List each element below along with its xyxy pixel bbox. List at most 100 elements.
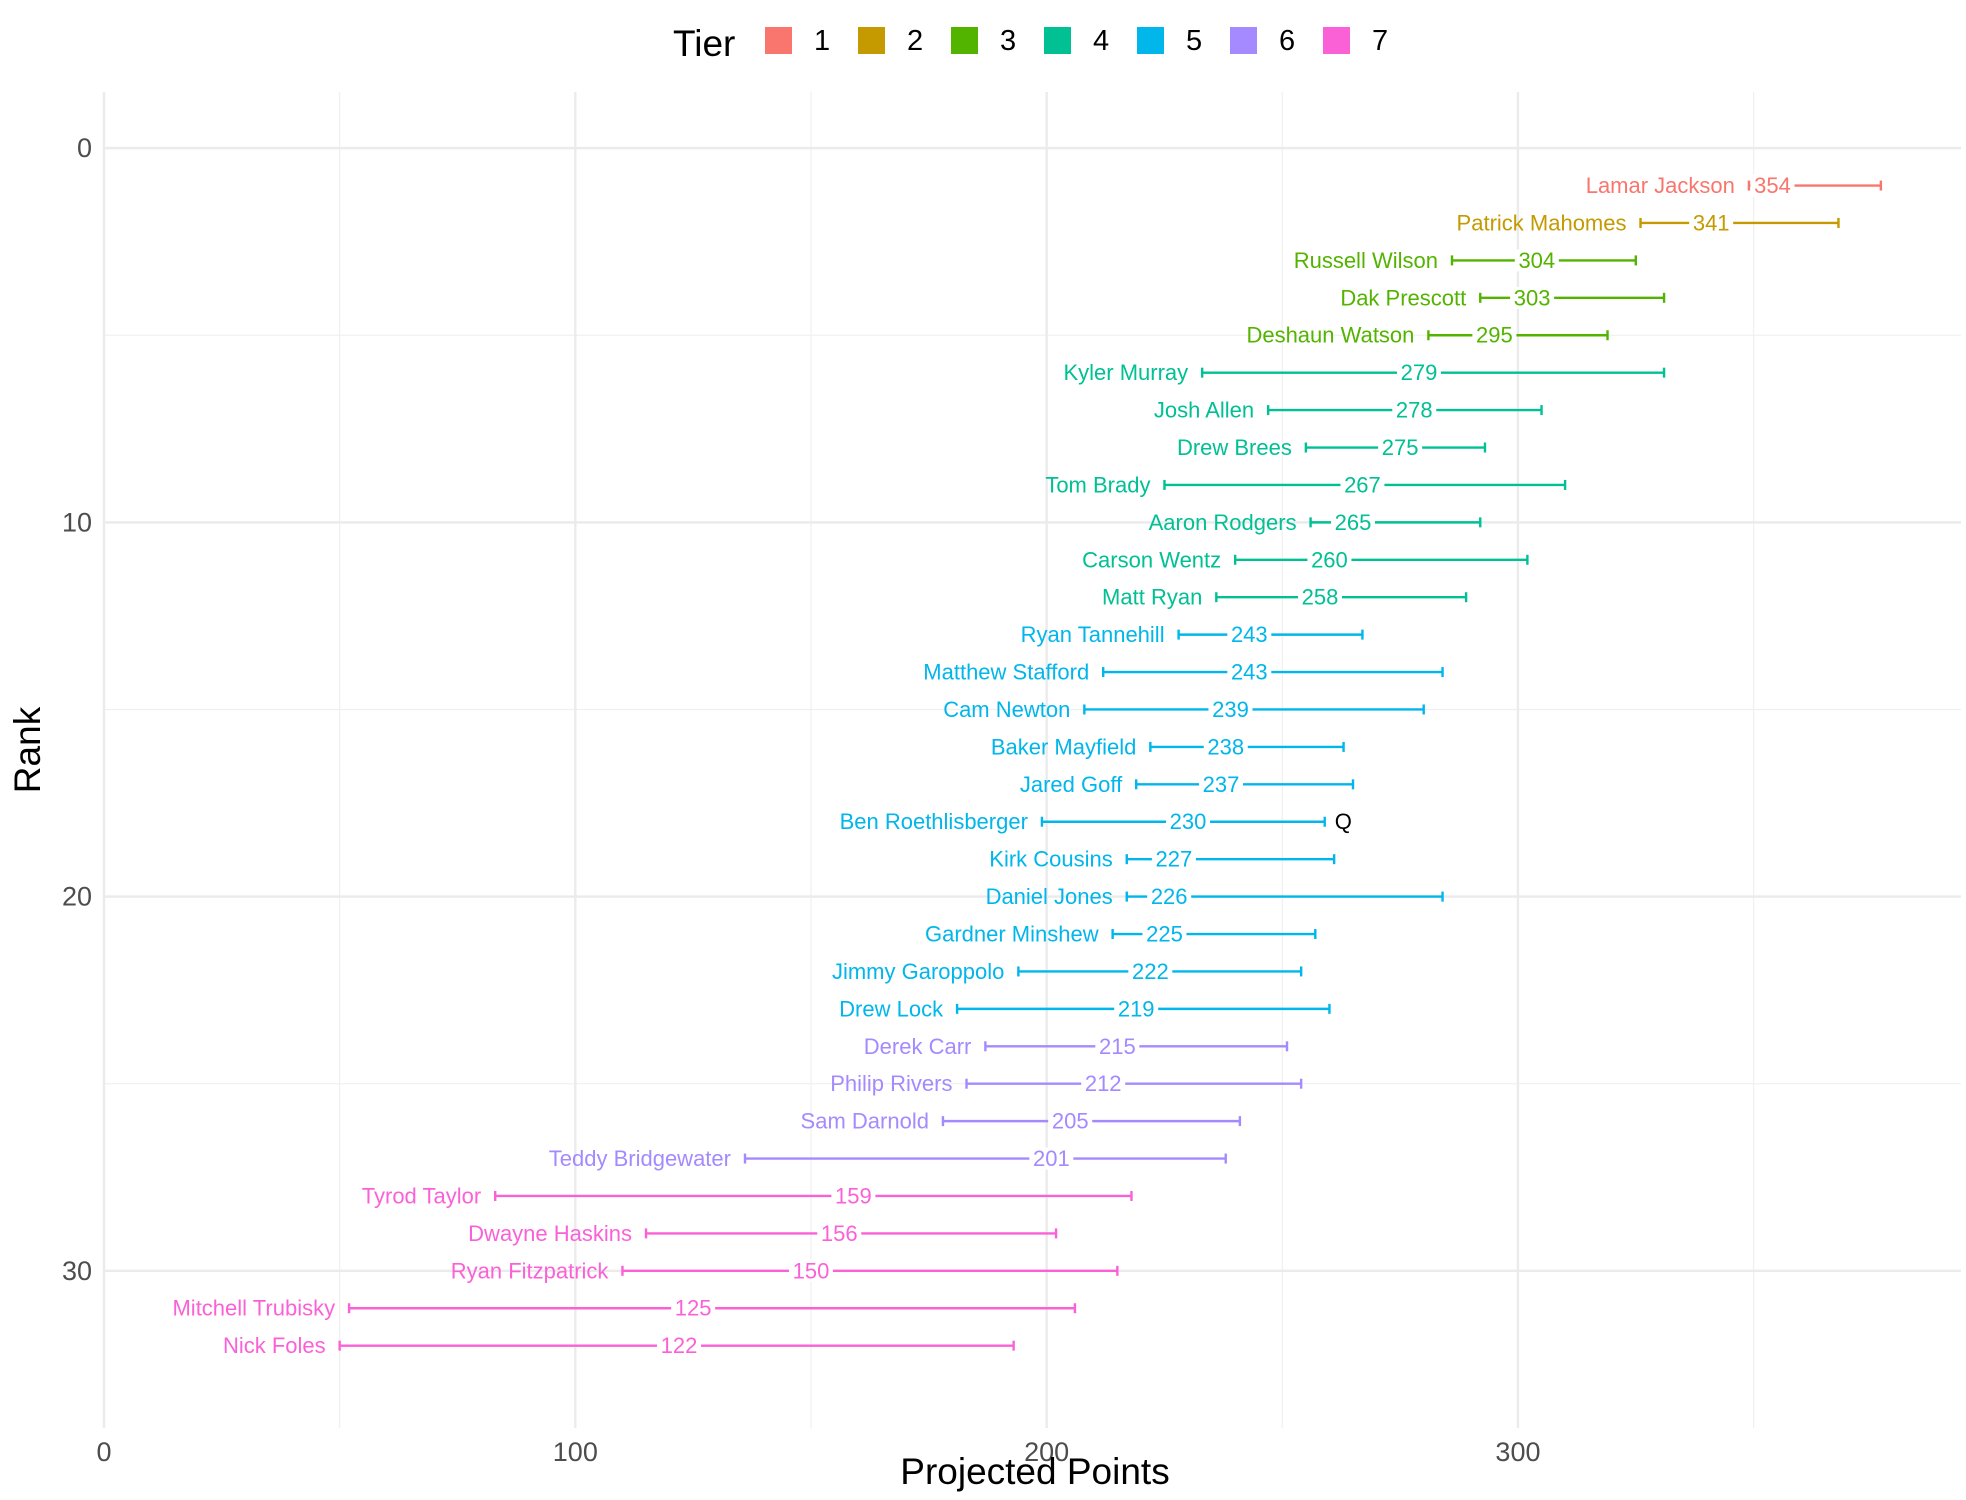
value-label-background [1114,997,1159,1020]
player-row: 258 Matt Ryan [1102,585,1468,610]
value-label-background [1330,511,1375,534]
player-row: 125 Mitchell Trubisky [172,1296,1077,1321]
value-label: 212 [1085,1071,1122,1096]
player-row: 278 Josh Allen [1154,398,1543,423]
player-label: Jared Goff [1020,772,1123,797]
series: 354 Lamar Jackson 341 Patrick Mahomes 304 Rus… [172,173,1883,1358]
value-label-background [817,1222,862,1245]
value-label: 243 [1231,622,1268,647]
legend-label: 2 [907,25,923,57]
grid-major [102,92,1961,1428]
player-row: 227 Kirk Cousins [989,847,1336,872]
value-label: 304 [1518,248,1555,273]
player-label: Deshaun Watson [1246,323,1414,348]
value-label-background [657,1334,702,1357]
player-row: 265 Aaron Rodgers [1149,510,1482,535]
player-label: Tom Brady [1045,472,1150,497]
player-row: 303 Dak Prescott [1340,285,1666,310]
value-label-background [1081,1072,1126,1095]
value-label: 295 [1476,323,1513,348]
value-label-background [1227,661,1272,684]
value-label: 159 [835,1183,872,1208]
player-row: 304 Russell Wilson [1294,248,1637,273]
player-label: Kyler Murray [1063,360,1188,385]
value-label: 125 [675,1296,712,1321]
player-label: Drew Lock [839,996,944,1021]
player-row: 159 Tyrod Taylor [362,1183,1133,1208]
player-row: 275 Drew Brees [1177,435,1487,460]
player-label: Dak Prescott [1340,285,1466,310]
player-row: 243 Ryan Tannehill [1021,622,1364,647]
value-label: 303 [1514,285,1551,310]
value-label: 226 [1151,884,1188,909]
y-axis-title: Rank [7,706,48,793]
value-label-background [671,1297,716,1320]
value-label: 341 [1693,210,1730,235]
value-label-background [788,1259,833,1282]
y-tick-label: 30 [62,1256,92,1286]
player-label: Aaron Rodgers [1149,510,1297,535]
legend-key [1044,27,1071,54]
value-label-background [1689,211,1734,234]
player-row: 260 Carson Wentz [1082,547,1529,572]
player-row: 239 Cam Newton [943,697,1425,722]
player-row: 156 Dwayne Haskins [468,1221,1058,1246]
x-tick-label: 100 [553,1437,598,1467]
value-label-background [831,1184,876,1207]
player-label: Tyrod Taylor [362,1183,481,1208]
value-label: 238 [1207,734,1244,759]
player-label: Carson Wentz [1082,547,1221,572]
value-label-background [1307,548,1352,571]
value-label: 230 [1170,809,1207,834]
player-row: 354 Lamar Jackson [1586,173,1883,198]
player-row: 279 Kyler Murray [1063,360,1666,385]
legend-label: 3 [1000,25,1016,57]
player-label: Russell Wilson [1294,248,1438,273]
value-label: 278 [1396,398,1433,423]
player-label: Matt Ryan [1102,585,1202,610]
player-row: 230 Ben Roethlisberger Q [840,809,1352,834]
player-label: Gardner Minshew [925,922,1099,947]
player-row: 201 Teddy Bridgewater [549,1146,1227,1171]
value-label: 260 [1311,547,1348,572]
value-label: 219 [1118,996,1155,1021]
value-label: 227 [1156,847,1193,872]
value-label-background [1392,399,1437,422]
player-row: 226 Daniel Jones [986,884,1444,909]
player-row: 150 Ryan Fitzpatrick [451,1258,1119,1283]
y-tick-label: 0 [77,133,92,163]
x-tick-label: 200 [1024,1437,1069,1467]
value-label-background [1048,1110,1093,1133]
player-label: Patrick Mahomes [1457,210,1627,235]
x-axis-title: Projected Points [900,1451,1169,1492]
player-row: 222 Jimmy Garoppolo [832,959,1303,984]
player-row: 122 Nick Foles [223,1333,1015,1358]
value-label-background [1396,361,1441,384]
value-label: 225 [1146,922,1183,947]
player-label: Drew Brees [1177,435,1292,460]
value-label: 279 [1401,360,1438,385]
player-row: 237 Jared Goff [1020,772,1355,797]
value-label: 201 [1033,1146,1070,1171]
x-tick-label: 0 [96,1437,111,1467]
value-label-background [1203,735,1248,758]
value-label: 215 [1099,1034,1136,1059]
player-label: Lamar Jackson [1586,173,1735,198]
value-label-background [1298,586,1343,609]
value-label: 122 [661,1333,698,1358]
player-label: Nick Foles [223,1333,326,1358]
value-label-background [1147,885,1192,908]
value-label: 205 [1052,1109,1089,1134]
player-label: Derek Carr [864,1034,972,1059]
player-label: Teddy Bridgewater [549,1146,731,1171]
player-row: 238 Baker Mayfield [991,734,1345,759]
player-label: Ryan Fitzpatrick [451,1258,610,1283]
y-tick-label: 10 [62,507,92,537]
player-row: 205 Sam Darnold [801,1109,1242,1134]
value-label-background [1199,773,1244,796]
value-label: 150 [793,1258,830,1283]
value-label: 267 [1344,472,1381,497]
player-row: 295 Deshaun Watson [1246,323,1609,348]
value-label: 239 [1212,697,1249,722]
value-label-background [1340,473,1385,496]
